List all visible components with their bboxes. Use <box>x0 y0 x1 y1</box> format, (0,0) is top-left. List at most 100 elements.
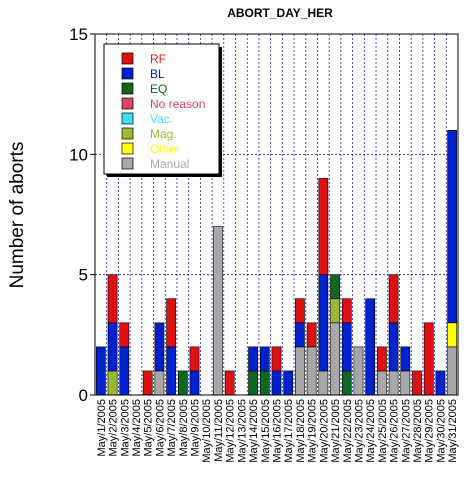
x-tick-label: May/4/2005 <box>131 399 143 456</box>
x-tick-label: May/3/2005 <box>119 399 131 456</box>
x-tick-label: May/12/2005 <box>225 399 237 463</box>
legend-label: Mag. <box>150 127 177 141</box>
x-tick-label: May/25/2005 <box>377 399 389 463</box>
bar-segment-manual <box>213 226 223 396</box>
y-tick-label: 5 <box>79 266 88 285</box>
bar-segment-bl <box>259 346 270 372</box>
bar-segment-bl <box>365 298 376 396</box>
y-tick-label: 0 <box>79 386 88 405</box>
legend-swatch <box>121 52 134 65</box>
bar-segment-rf <box>189 346 200 372</box>
legend-swatch <box>121 127 134 140</box>
legend-label: Manual <box>150 157 189 171</box>
x-tick-label: May/27/2005 <box>400 399 412 463</box>
legend-label: Other <box>150 142 180 156</box>
bar-segment-bl <box>107 322 118 372</box>
bar-segment-eq <box>330 274 340 300</box>
x-tick-label: May/11/2005 <box>213 399 225 462</box>
x-tick-label: May/20/2005 <box>318 399 330 463</box>
bar-segment-eq <box>177 370 188 396</box>
y-axis-label: Number of aborts <box>7 142 28 289</box>
plot-frame <box>94 33 459 396</box>
x-tick-label: May/9/2005 <box>190 399 202 456</box>
x-tick-label: May/13/2005 <box>236 399 248 463</box>
bar-segment-bl <box>388 322 399 372</box>
bar-segment-bl <box>435 370 446 396</box>
x-tick-label: May/21/2005 <box>330 399 342 463</box>
x-tick-label: May/28/2005 <box>412 399 424 463</box>
x-tick-label: May/2/2005 <box>108 399 120 456</box>
bar-segment-bl <box>95 346 106 396</box>
bar-segment-bl <box>283 370 294 396</box>
legend-swatch <box>121 67 134 80</box>
bar-segment-rf <box>295 298 305 324</box>
bar-segment-rf <box>423 322 434 396</box>
legend-label: BL <box>150 67 165 81</box>
x-tick-label: May/7/2005 <box>166 399 178 456</box>
legend-swatch <box>121 157 134 170</box>
bar-segment-bl <box>447 129 458 324</box>
legend-label: Vac. <box>150 112 173 126</box>
legend-label: No reason <box>150 97 205 111</box>
x-tick-label: May/26/2005 <box>389 399 401 463</box>
bar-segment-bl <box>341 322 352 372</box>
x-tick-label: May/10/2005 <box>201 399 213 463</box>
x-tick-label: May/5/2005 <box>143 399 155 456</box>
bar-segment-rf <box>224 370 235 396</box>
bar-segment-bl <box>189 370 200 396</box>
bar-segment-manual <box>400 370 411 396</box>
bar-segment-rf <box>119 322 130 348</box>
bar-segment-rf <box>142 370 153 396</box>
x-tick-label: May/14/2005 <box>248 399 260 463</box>
bar-segment-bl <box>166 346 176 396</box>
bar-segment-mag- <box>107 370 118 396</box>
bar-segment-manual <box>318 370 329 396</box>
x-tick-label: May/23/2005 <box>353 399 365 463</box>
x-tick-label: May/22/2005 <box>342 399 354 463</box>
bar-segment-bl <box>400 346 411 372</box>
legend-label: RF <box>150 52 166 66</box>
bar-segment-rf <box>377 346 387 372</box>
y-tick-label: 15 <box>69 25 88 44</box>
x-tick-label: May/16/2005 <box>272 399 284 463</box>
x-tick-label: May/15/2005 <box>260 399 272 463</box>
x-tick-label: May/6/2005 <box>154 399 166 456</box>
bar-segment-rf <box>306 322 317 348</box>
bar-segment-bl <box>119 346 130 396</box>
x-tick-label: May/8/2005 <box>178 399 190 456</box>
bar-segment-bl <box>318 274 329 372</box>
legend-swatch <box>121 112 134 125</box>
legend-swatch <box>121 97 134 110</box>
bar-segment-bl <box>295 322 305 348</box>
bar-segment-manual <box>353 346 364 396</box>
bar-segment-manual <box>295 346 305 396</box>
bar-segment-manual <box>447 346 458 396</box>
bar-segment-eq <box>259 370 270 396</box>
legend-swatch <box>121 82 134 95</box>
bar-segment-rf <box>166 298 176 348</box>
x-tick-label: May/30/2005 <box>435 399 447 463</box>
x-tick-label: May/24/2005 <box>365 399 377 463</box>
bar-segment-mag- <box>330 298 340 324</box>
y-tick-label: 10 <box>69 145 88 164</box>
bar-segment-bl <box>154 322 165 372</box>
x-tick-label: May/29/2005 <box>424 399 436 463</box>
chart-title: ABORT_DAY_HER <box>227 6 333 20</box>
bar-segment-manual <box>330 322 340 396</box>
legend-swatch <box>121 142 134 155</box>
bar-segment-manual <box>388 370 399 396</box>
bar-segment-rf <box>341 298 352 324</box>
bar-segment-bl <box>271 370 282 396</box>
x-tick-label: May/19/2005 <box>307 399 319 463</box>
bar-segment-rf <box>388 274 399 324</box>
bar-segment-rf <box>271 346 282 372</box>
bar-segment-rf <box>318 178 329 275</box>
bar-segment-eq <box>341 370 352 396</box>
bar-segment-eq <box>248 370 258 396</box>
x-tick-label: May/31/2005 <box>447 399 459 463</box>
x-tick-label: May/17/2005 <box>283 399 295 463</box>
x-tick-label: May/1/2005 <box>96 399 108 456</box>
legend-label: EQ <box>150 82 167 96</box>
bar-segment-other <box>447 322 458 348</box>
